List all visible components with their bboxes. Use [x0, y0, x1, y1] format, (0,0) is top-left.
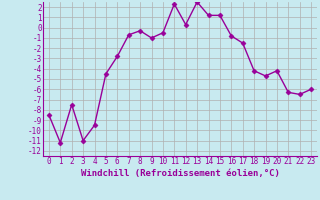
X-axis label: Windchill (Refroidissement éolien,°C): Windchill (Refroidissement éolien,°C) [81, 169, 279, 178]
